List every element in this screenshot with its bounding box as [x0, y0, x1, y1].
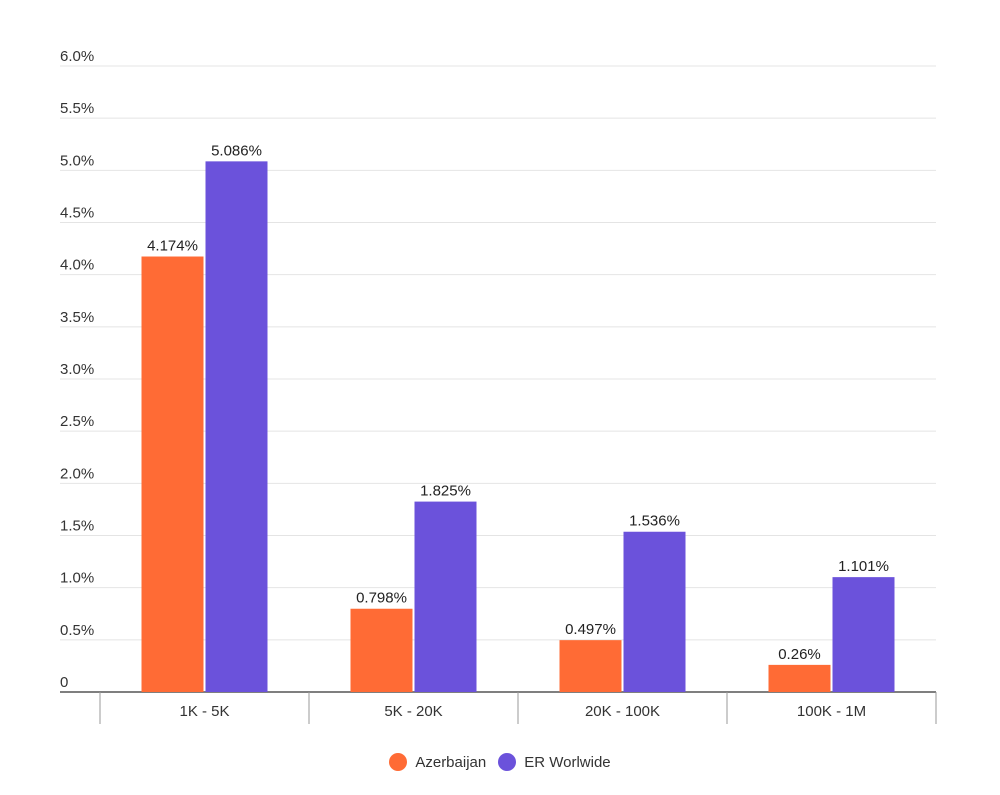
data-label: 0.497%: [565, 621, 616, 638]
bar[interactable]: [623, 531, 686, 692]
y-tick-label: 0: [60, 674, 68, 691]
chart-legend: Azerbaijan ER Worlwide: [0, 750, 1000, 774]
data-label: 0.798%: [356, 590, 407, 607]
legend-marker-azerbaijan: [389, 753, 408, 771]
y-tick-label: 4.0%: [60, 257, 94, 274]
data-label: 4.174%: [147, 238, 198, 255]
y-tick-label: 6.0%: [60, 48, 94, 65]
y-tick-label: 3.5%: [60, 309, 94, 326]
data-label: 5.086%: [211, 142, 262, 159]
bar[interactable]: [414, 501, 477, 692]
bar[interactable]: [205, 161, 268, 693]
data-label: 0.26%: [778, 646, 821, 663]
data-label: 1.825%: [420, 483, 471, 500]
x-tick-label: 1K - 5K: [179, 703, 229, 720]
y-tick-label: 0.5%: [60, 622, 94, 639]
bar[interactable]: [141, 256, 204, 692]
bar[interactable]: [768, 664, 831, 692]
legend-label-azerbaijan: Azerbaijan: [415, 753, 487, 771]
y-tick-label: 5.5%: [60, 100, 94, 117]
y-tick-label: 1.0%: [60, 570, 94, 587]
y-tick-label: 1.5%: [60, 518, 94, 535]
y-tick-label: 5.0%: [60, 152, 94, 169]
y-tick-label: 4.5%: [60, 205, 94, 222]
legend-item-azerbaijan[interactable]: Azerbaijan: [389, 753, 486, 771]
y-tick-label: 3.0%: [60, 361, 94, 378]
x-tick-label: 5K - 20K: [384, 703, 442, 720]
y-tick-label: 2.5%: [60, 413, 94, 430]
x-tick-label: 100K - 1M: [797, 703, 866, 720]
data-label: 1.101%: [838, 558, 889, 575]
bar[interactable]: [350, 608, 413, 692]
legend-label-er-worlwide: ER Worlwide: [524, 753, 611, 771]
x-tick-label: 20K - 100K: [585, 703, 660, 720]
bar[interactable]: [559, 640, 622, 692]
legend-item-er-worlwide[interactable]: ER Worlwide: [498, 753, 611, 771]
data-label: 1.536%: [629, 513, 680, 530]
legend-marker-er-worlwide: [498, 753, 517, 771]
bar[interactable]: [832, 577, 895, 692]
y-tick-label: 2.0%: [60, 465, 94, 482]
